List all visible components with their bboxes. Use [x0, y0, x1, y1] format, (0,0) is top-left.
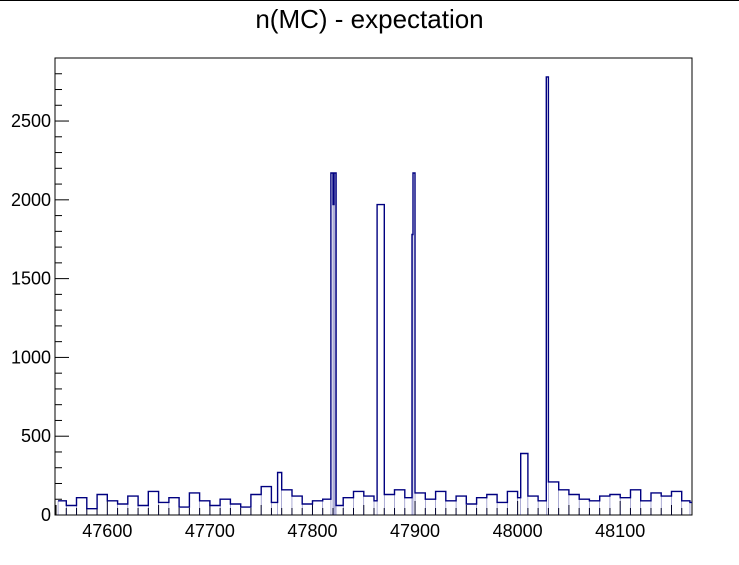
x-tick-label: 47800: [287, 521, 337, 541]
histogram-series-0: [58, 76, 692, 510]
series-group: [57, 76, 692, 515]
y-axis-ticks: 0 500 1000 1500 2000 2500: [11, 57, 69, 525]
y-tick-label: 0: [41, 505, 51, 525]
plot-frame: [54, 57, 693, 516]
top-border: [0, 0, 739, 1]
y-tick-label: 500: [21, 426, 51, 446]
y-tick-label: 1500: [11, 269, 51, 289]
y-tick-label: 2000: [11, 190, 51, 210]
x-tick-label: 47700: [185, 521, 235, 541]
x-tick-label: 47900: [390, 521, 440, 541]
x-tick-label: 48100: [595, 521, 645, 541]
x-tick-label: 48000: [493, 521, 543, 541]
x-tick-label: 47600: [82, 521, 132, 541]
x-axis-ticks: 47600 47700 47800 47900 48000 48100: [55, 501, 693, 541]
chart-title: n(MC) - expectation: [255, 4, 484, 34]
y-tick-label: 2500: [11, 111, 51, 131]
y-tick-label: 1000: [11, 347, 51, 367]
